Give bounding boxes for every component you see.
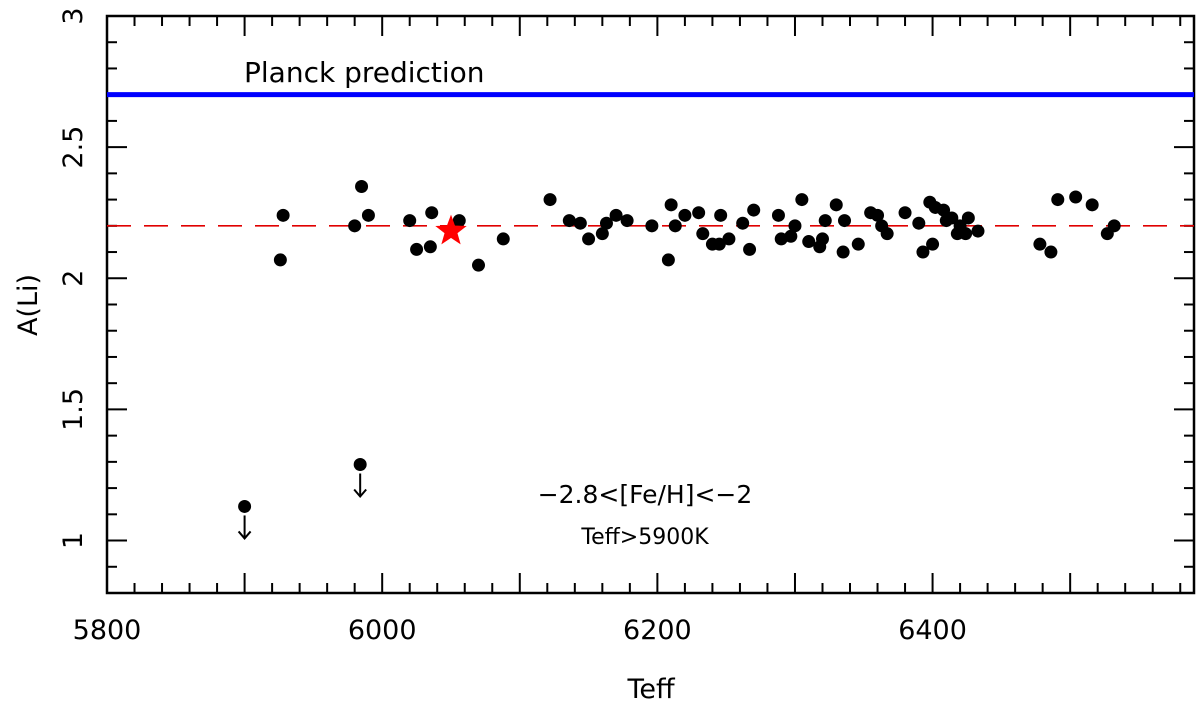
- data-point: [582, 232, 596, 246]
- planck-prediction-label: Planck prediction: [244, 56, 485, 89]
- data-point: [1069, 190, 1083, 204]
- x-tick-label: 5800: [73, 615, 142, 646]
- data-point: [851, 237, 865, 251]
- data-point: [423, 240, 437, 254]
- data-point: [802, 235, 816, 249]
- y-tick-label: 3: [58, 7, 89, 24]
- y-tick-label: 1: [58, 532, 89, 549]
- data-point: [355, 179, 369, 193]
- reference-lines: [107, 92, 1194, 227]
- data-point: [926, 237, 940, 251]
- data-point: [937, 203, 951, 217]
- data-point: [945, 211, 959, 225]
- data-point: [743, 242, 757, 256]
- x-axis-label: Teff: [626, 674, 676, 705]
- data-point: [620, 214, 634, 228]
- data-point: [771, 208, 785, 222]
- data-point: [818, 214, 832, 228]
- data-point: [880, 227, 894, 241]
- data-point: [784, 229, 798, 243]
- upper-limit-arrow-head: [353, 488, 367, 499]
- data-point: [1085, 198, 1099, 212]
- x-tick-label: 6200: [623, 615, 692, 646]
- data-point: [348, 219, 362, 233]
- data-point: [595, 227, 609, 241]
- data-point: [645, 219, 659, 233]
- data-point: [472, 258, 486, 272]
- data-point: [410, 242, 424, 256]
- data-point: [1107, 219, 1121, 233]
- data-point: [403, 214, 417, 228]
- data-point: [838, 214, 852, 228]
- y-tick-label: 2: [58, 270, 89, 287]
- teff-cut-annotation: Teff>5900K: [580, 525, 709, 550]
- x-tick-label: 6400: [898, 615, 967, 646]
- data-point: [609, 208, 623, 222]
- data-point: [836, 245, 850, 259]
- data-point: [661, 253, 675, 267]
- data-point: [692, 206, 706, 220]
- upper-limit-point: [237, 499, 252, 540]
- data-point: [795, 193, 809, 207]
- data-point: [871, 208, 885, 222]
- data-point: [912, 216, 926, 230]
- data-point: [273, 253, 287, 267]
- data-point: [452, 214, 466, 228]
- data-point: [722, 232, 736, 246]
- data-point: [276, 208, 290, 222]
- data-point: [714, 208, 728, 222]
- data-point: [1044, 245, 1058, 259]
- y-axis-label: A(Li): [13, 274, 44, 336]
- highlighted-star-point: [435, 214, 467, 245]
- data-point: [736, 216, 750, 230]
- data-point: [1051, 193, 1065, 207]
- data-point: [361, 208, 375, 222]
- y-tick-label: 1.5: [58, 388, 89, 431]
- data-point: [712, 237, 726, 251]
- data-point: [599, 216, 613, 230]
- y-tick-label: 2.5: [58, 126, 89, 169]
- data-point: [916, 245, 930, 259]
- data-point: [562, 214, 576, 228]
- x-tick-label: 6000: [348, 615, 417, 646]
- upper-limit-point: [353, 457, 367, 499]
- data-point: [668, 219, 682, 233]
- data-point: [425, 206, 439, 220]
- data-point: [678, 208, 692, 222]
- data-point: [1033, 237, 1047, 251]
- data-point: [815, 232, 829, 246]
- data-point: [696, 227, 710, 241]
- data-point: [898, 206, 912, 220]
- data-point: [747, 203, 761, 217]
- data-point: [971, 224, 985, 238]
- data-point: [543, 193, 557, 207]
- data-point: [961, 211, 975, 225]
- data-point: [959, 227, 973, 241]
- upper-limit-dot: [353, 457, 367, 471]
- data-point: [496, 232, 510, 246]
- upper-limit-dot: [238, 499, 252, 513]
- data-point: [573, 216, 587, 230]
- upper-limit-arrow-head: [237, 530, 252, 540]
- data-point: [829, 198, 843, 212]
- axis-ticks: 5800 6000 6200 6400 1 1.5 2 2.5 3: [58, 7, 1194, 646]
- data-points: [237, 179, 1121, 540]
- data-point: [664, 198, 678, 212]
- metallicity-annotation: −2.8<[Fe/H]<−2: [538, 480, 753, 509]
- data-point: [788, 219, 802, 233]
